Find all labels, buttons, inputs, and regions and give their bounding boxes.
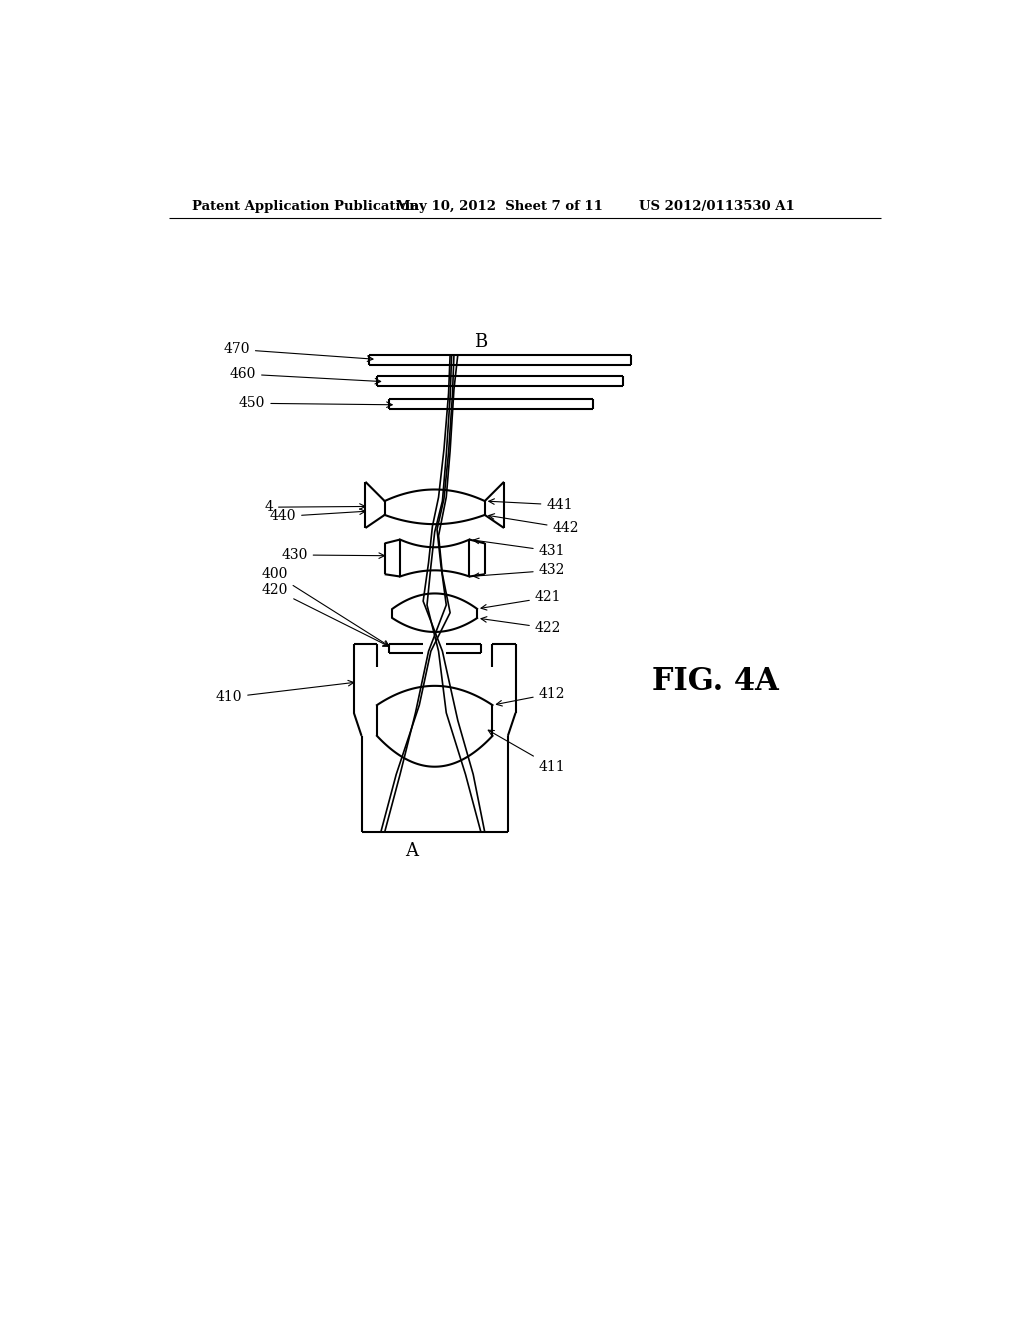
Text: US 2012/0113530 A1: US 2012/0113530 A1 — [639, 199, 795, 213]
Text: B: B — [474, 333, 487, 351]
Text: Patent Application Publication: Patent Application Publication — [193, 199, 419, 213]
Text: 400: 400 — [262, 568, 389, 645]
Text: 412: 412 — [497, 686, 565, 706]
Text: May 10, 2012  Sheet 7 of 11: May 10, 2012 Sheet 7 of 11 — [396, 199, 603, 213]
Text: 441: 441 — [488, 498, 573, 512]
Text: 422: 422 — [481, 616, 561, 635]
Text: 420: 420 — [262, 582, 389, 647]
Text: 430: 430 — [282, 548, 384, 562]
Text: 421: 421 — [481, 590, 561, 610]
Text: 411: 411 — [488, 730, 565, 774]
Text: 460: 460 — [229, 367, 381, 384]
Text: FIG. 4A: FIG. 4A — [652, 667, 779, 697]
Text: 450: 450 — [239, 396, 392, 411]
Text: A: A — [406, 842, 418, 861]
Text: 440: 440 — [269, 510, 366, 524]
Text: 431: 431 — [473, 539, 565, 558]
Text: 432: 432 — [473, 564, 565, 578]
Text: 4: 4 — [264, 500, 366, 515]
Text: 470: 470 — [223, 342, 373, 362]
Text: 410: 410 — [216, 680, 353, 705]
Text: 442: 442 — [488, 513, 579, 535]
